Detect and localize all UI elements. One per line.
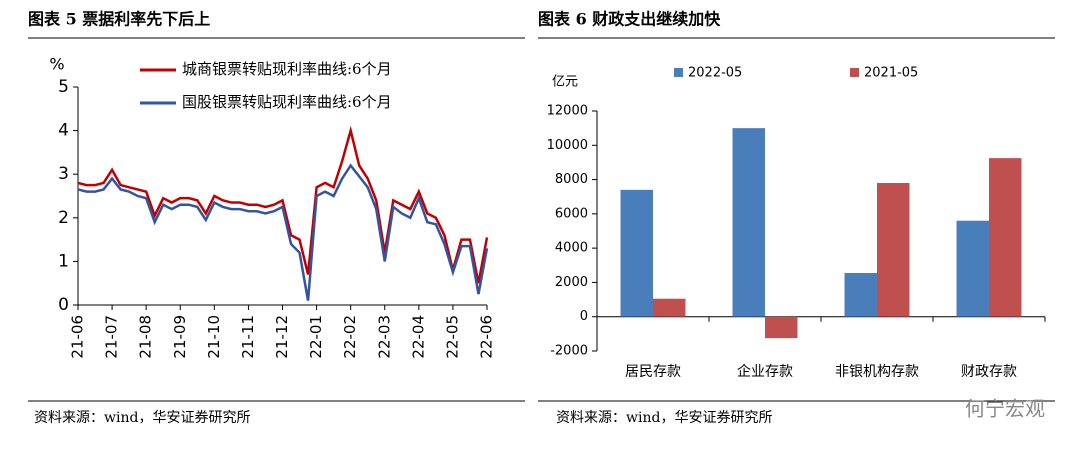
bar xyxy=(844,273,877,317)
x-tick-label: 居民存款 xyxy=(625,364,681,380)
x-tick-label: 22-05 xyxy=(443,315,461,359)
x-tick-label: 22-04 xyxy=(409,315,427,359)
y-tick-label: 1 xyxy=(58,251,69,271)
x-tick-label: 非银机构存款 xyxy=(835,364,919,380)
x-tick-label: 21-08 xyxy=(137,315,155,359)
line-series xyxy=(77,125,489,284)
x-tick-label: 21-12 xyxy=(273,315,291,359)
bar xyxy=(620,189,653,317)
x-tick-label: 21-06 xyxy=(69,315,87,359)
x-tick-label: 21-10 xyxy=(205,315,223,359)
y-tick-label: 10000 xyxy=(547,138,588,153)
x-tick-label: 22-02 xyxy=(341,315,359,359)
legend-swatch xyxy=(850,68,859,77)
bar xyxy=(956,220,989,317)
legend-label: 2022-05 xyxy=(688,66,742,81)
x-tick-label: 21-09 xyxy=(171,315,189,359)
source: 资料来源：wind，华安证券研究所 xyxy=(34,410,250,426)
x-tick-label: 21-11 xyxy=(239,315,257,359)
y-tick-label: 0 xyxy=(58,295,69,315)
bar xyxy=(989,158,1022,317)
x-tick-label: 企业存款 xyxy=(737,363,793,380)
y-tick-label: 3 xyxy=(58,164,69,184)
line-series xyxy=(77,163,489,301)
legend-label: 2021-05 xyxy=(864,66,918,81)
y-tick-label: -2000 xyxy=(550,344,588,359)
watermark: 何宁宏观 xyxy=(965,397,1045,421)
chart-title: 图表 5 票据利率先下后上 xyxy=(28,10,210,29)
legend-label: 国股银票转贴现利率曲线:6个月 xyxy=(182,93,392,111)
chart-title: 图表 6 财政支出继续加快 xyxy=(538,10,721,29)
bar xyxy=(732,128,765,317)
bar xyxy=(877,183,910,317)
x-tick-label: 22-03 xyxy=(375,315,393,359)
bar xyxy=(765,316,798,339)
y-tick-label: 0 xyxy=(580,309,588,324)
y-tick-label: 5 xyxy=(58,77,69,97)
source: 资料来源：wind，华安证券研究所 xyxy=(556,410,772,426)
x-tick-label: 21-07 xyxy=(103,315,121,359)
y-tick-label: 4 xyxy=(58,121,69,141)
y-tick-label: 12000 xyxy=(547,104,588,119)
y-axis-label: 亿元 xyxy=(552,75,578,90)
x-tick-label: 22-01 xyxy=(307,315,325,359)
x-tick-label: 财政存款 xyxy=(961,364,1017,380)
bar xyxy=(653,298,686,317)
y-axis-label: % xyxy=(49,55,64,74)
y-tick-label: 2000 xyxy=(555,275,588,290)
legend-label: 城商银票转贴现利率曲线:6个月 xyxy=(182,60,392,78)
y-tick-label: 8000 xyxy=(555,172,588,187)
x-tick-label: 22-06 xyxy=(478,315,496,359)
legend-swatch xyxy=(674,68,683,77)
y-tick-label: 6000 xyxy=(555,206,588,221)
y-tick-label: 2 xyxy=(58,208,69,228)
y-tick-label: 4000 xyxy=(555,241,588,256)
